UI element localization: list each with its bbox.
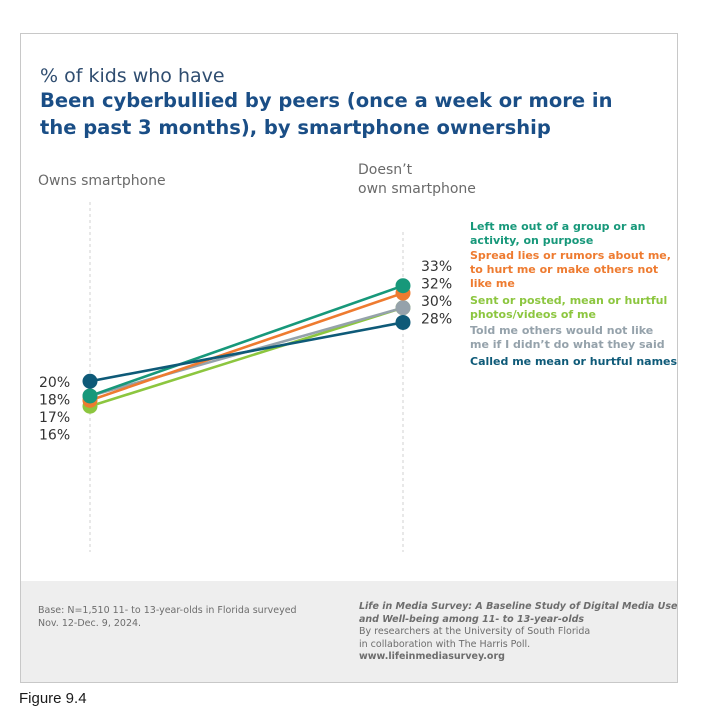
series-point-end-4 [395,300,411,316]
series-label-3-line-2: photos/videos of me [470,308,596,321]
series-label-4-line-2: me if I didn’t do what they said [470,338,665,351]
chart-kicker: % of kids who have [40,65,225,87]
chart-title-line-2: the past 3 months), by smartphone owners… [40,116,551,139]
series-point-end-5 [395,314,411,330]
series-label-1-line-1: Left me out of a group or an [470,220,645,233]
series-label-1-line-2: activity, on purpose [470,234,593,247]
right-value-label-4: 28% [421,312,452,328]
survey-title-line-1: Life in Media Survey: A Baseline Study o… [359,601,678,612]
series-point-end-1 [395,278,411,294]
column-header-doesnt-own-line-2: own smartphone [358,181,476,197]
chart-footer: Base: N=1,510 11- to 13-year-olds in Flo… [21,581,677,682]
left-value-label-3: 17% [39,410,70,426]
series-label-3-line-1: Sent or posted, mean or hurtful [470,294,667,307]
column-header-doesnt-own-line-1: Doesn’t [358,162,413,178]
series-line-5 [89,321,404,383]
column-header-owns: Owns smartphone [38,173,166,189]
series-label-2-line-2: to hurt me or make others not [470,263,658,276]
series-label-2-line-1: Spread lies or rumors about me, [470,249,671,262]
chart-title-line-1: Been cyberbullied by peers (once a week … [40,89,612,112]
right-value-label-2: 32% [421,277,452,293]
series-label-5-line-1: Called me mean or hurtful names [470,355,677,368]
series-point-start-1 [82,388,98,404]
survey-url: www.lifeinmediasurvey.org [359,651,505,662]
series-line-2 [89,291,404,402]
left-value-label-1: 20% [39,375,70,391]
survey-title-line-2: and Well-being among 11- to 13-year-olds [359,613,585,625]
series-point-start-5 [82,373,98,389]
left-value-label-2: 18% [39,393,70,409]
figure-caption: Figure 9.4 [19,690,87,707]
right-value-label-1: 33% [421,259,452,275]
series-line-3 [89,306,404,408]
base-note: Base: N=1,510 11- to 13-year-olds in Flo… [38,605,297,629]
series-label-4-line-1: Told me others would not like [470,324,653,337]
series-line-1 [89,284,404,398]
left-value-label-4: 16% [39,428,70,444]
series-label-2-line-3: like me [470,277,515,290]
right-value-label-3: 30% [421,294,452,310]
credit-line-2: in collaboration with The Harris Poll. [359,638,531,650]
credit-line-1: By researchers at the University of Sout… [359,626,591,637]
chart-frame: % of kids who have Been cyberbullied by p… [20,33,678,683]
survey-credit: Life in Media Survey: A Baseline Study o… [359,601,678,664]
